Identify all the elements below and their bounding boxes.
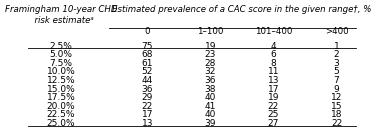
- Text: 52: 52: [142, 67, 153, 77]
- Text: 13: 13: [142, 119, 153, 128]
- Text: 22: 22: [268, 102, 279, 111]
- Text: 8: 8: [271, 59, 276, 68]
- Text: 15: 15: [331, 102, 342, 111]
- Text: 25.0%: 25.0%: [47, 119, 75, 128]
- Text: Estimated prevalence of a CAC score in the given range†, %: Estimated prevalence of a CAC score in t…: [112, 5, 372, 14]
- Text: 18: 18: [331, 110, 342, 119]
- Text: 9: 9: [334, 85, 340, 94]
- Text: 28: 28: [205, 59, 216, 68]
- Text: 7: 7: [334, 76, 340, 85]
- Text: 25: 25: [268, 110, 279, 119]
- Text: 6: 6: [271, 50, 276, 59]
- Text: 19: 19: [205, 42, 216, 51]
- Text: 0: 0: [144, 27, 150, 36]
- Text: 75: 75: [142, 42, 153, 51]
- Text: 27: 27: [268, 119, 279, 128]
- Text: 2.5%: 2.5%: [50, 42, 72, 51]
- Text: 17: 17: [142, 110, 153, 119]
- Text: 11: 11: [268, 67, 279, 77]
- Text: 5.0%: 5.0%: [50, 50, 72, 59]
- Text: 101–400: 101–400: [255, 27, 292, 36]
- Text: 29: 29: [142, 93, 153, 102]
- Text: 7.5%: 7.5%: [50, 59, 72, 68]
- Text: 20.0%: 20.0%: [47, 102, 75, 111]
- Text: 17: 17: [268, 85, 279, 94]
- Text: 32: 32: [205, 67, 216, 77]
- Text: 2: 2: [334, 50, 339, 59]
- Text: >400: >400: [325, 27, 348, 36]
- Text: 10.0%: 10.0%: [47, 67, 75, 77]
- Text: 19: 19: [268, 93, 279, 102]
- Text: 22.5%: 22.5%: [47, 110, 75, 119]
- Text: 13: 13: [268, 76, 279, 85]
- Text: 68: 68: [142, 50, 153, 59]
- Text: 12.5%: 12.5%: [47, 76, 75, 85]
- Text: 22: 22: [142, 102, 153, 111]
- Text: 40: 40: [205, 110, 216, 119]
- Text: 61: 61: [142, 59, 153, 68]
- Text: 1: 1: [334, 42, 340, 51]
- Text: 4: 4: [271, 42, 276, 51]
- Text: 3: 3: [334, 59, 340, 68]
- Text: 36: 36: [142, 85, 153, 94]
- Text: 36: 36: [205, 76, 216, 85]
- Text: 5: 5: [334, 67, 340, 77]
- Text: 15.0%: 15.0%: [47, 85, 75, 94]
- Text: 1–100: 1–100: [197, 27, 224, 36]
- Text: 40: 40: [205, 93, 216, 102]
- Text: 39: 39: [205, 119, 216, 128]
- Text: Framingham 10-year CHD
  risk estimateᵃ: Framingham 10-year CHD risk estimateᵃ: [5, 5, 117, 25]
- Text: 12: 12: [331, 93, 342, 102]
- Text: 41: 41: [205, 102, 216, 111]
- Text: 38: 38: [205, 85, 216, 94]
- Text: 44: 44: [142, 76, 153, 85]
- Text: 23: 23: [205, 50, 216, 59]
- Text: 17.5%: 17.5%: [47, 93, 75, 102]
- Text: 22: 22: [331, 119, 342, 128]
